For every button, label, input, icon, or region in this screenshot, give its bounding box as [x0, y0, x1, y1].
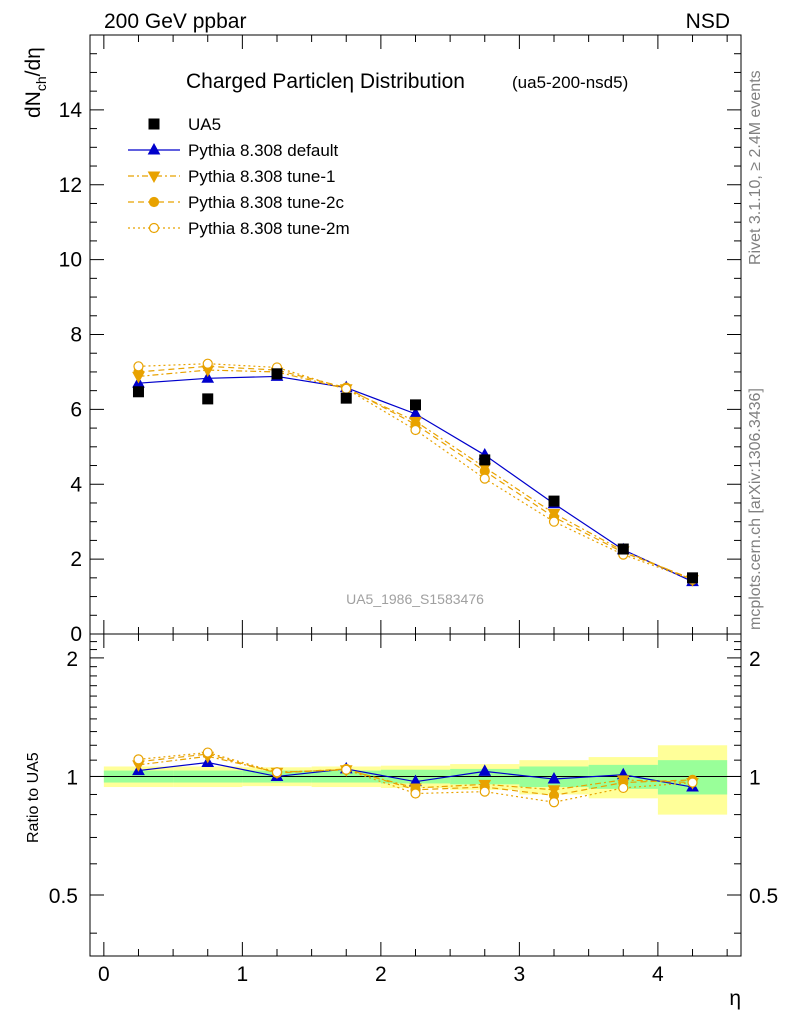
chart-title-tag: (ua5-200-nsd5) [512, 73, 628, 92]
legend-entry-label: Pythia 8.308 tune-2m [188, 219, 350, 238]
series-line-2 [138, 369, 693, 581]
series-point-4 [202, 358, 213, 369]
ratio-point-4 [618, 782, 629, 794]
main-y-tick-label: 2 [70, 548, 82, 571]
ratio-point-4 [202, 747, 213, 758]
ua5-data-point [202, 393, 214, 405]
legend: UA5 Pythia 8.308 default Pythia 8.308 tune… [128, 115, 350, 238]
main-axis-ticks: 0 2 4 6 8 10 12 14 [59, 35, 741, 646]
ua5-data-point [271, 368, 283, 380]
ratio-point-4 [133, 754, 144, 765]
x-tick-label: 3 [514, 963, 526, 986]
x-tick-label: 1 [237, 963, 249, 986]
ua5-data-point [617, 543, 629, 555]
ratio-y-tick-label-right: 1 [749, 766, 761, 789]
series-point-4 [133, 361, 144, 372]
main-y-tick-label: 4 [70, 473, 82, 496]
ua5-data-point [410, 399, 421, 411]
x-tick-label: 2 [375, 963, 387, 986]
x-axis-label: η [729, 987, 741, 1010]
ratio-line-4 [138, 751, 693, 803]
legend-entry-label: UA5 [188, 115, 221, 134]
legend-marker [147, 142, 161, 155]
legend-marker [148, 222, 160, 234]
main-y-tick-label: 8 [70, 324, 82, 347]
ratio-y-tick-label-right: 2 [749, 648, 761, 671]
series-point-4 [341, 383, 352, 394]
ratio-axis-ticks: 0.5 0.5 1 1 2 2 0 1 2 3 4 [49, 634, 778, 986]
ua5-data-point [479, 454, 491, 466]
ratio-y-tick-label: 0.5 [49, 885, 78, 908]
ratio-point-4 [479, 786, 490, 797]
ratio-y-tick-label-right: 0.5 [749, 885, 778, 908]
main-y-tick-label: 6 [70, 398, 82, 421]
main-y-tick-label: 0 [70, 623, 82, 646]
legend-marker-ua5 [148, 118, 160, 130]
ua5-data-point [687, 572, 699, 584]
main-panel: 0 2 4 6 8 10 12 14 Charged Particleη Distributi… [22, 34, 742, 646]
main-y-tick-label: 12 [59, 174, 82, 197]
chart-title: Charged Particleη Distribution [186, 70, 465, 93]
legend-entry-label: Pythia 8.308 tune-1 [188, 167, 335, 186]
x-tick-label: 0 [98, 963, 110, 986]
header-left: 200 GeV ppbar [104, 10, 246, 33]
series-line-4 [138, 363, 693, 581]
watermark: UA5_1986_S1583476 [346, 591, 484, 607]
main-y-tick-label: 10 [59, 249, 82, 272]
series-point-4 [410, 424, 421, 436]
side-rivet-label: Rivet 3.1.10, ≥ 2.4M events [747, 70, 764, 265]
ratio-point-4 [341, 764, 352, 775]
legend-marker [147, 171, 161, 184]
x-tick-label: 4 [652, 963, 664, 986]
ua5-data-point [548, 495, 560, 507]
header-right: NSD [686, 10, 730, 33]
legend-marker [148, 196, 160, 208]
series-line-3 [138, 365, 693, 580]
ratio-y-tick-label: 1 [66, 766, 78, 789]
ratio-point-4 [548, 797, 560, 808]
main-y-tick-label: 14 [59, 99, 83, 122]
ratio-panel: 0.5 0.5 1 1 2 2 0 1 2 3 4 Ratio to UA5 η [25, 633, 778, 1010]
series-point-4 [479, 473, 490, 484]
ratio-point-4 [271, 767, 283, 778]
ua5-data-point [132, 386, 144, 398]
ratio-point-1 [547, 771, 561, 784]
main-y-axis-label: dNch/dη [22, 47, 49, 118]
legend-entry-label: Pythia 8.308 default [188, 141, 339, 160]
ratio-point-4 [687, 777, 698, 788]
main-data-marks [132, 358, 699, 587]
ua5-data-point [340, 392, 352, 404]
ratio-frame [89, 633, 742, 957]
ratio-y-tick-label: 2 [66, 648, 78, 671]
legend-entry-label: Pythia 8.308 tune-2c [188, 193, 344, 212]
side-mcplots-label: mcplots.cern.ch [arXiv:1306.3436] [747, 388, 764, 630]
ratio-point-1 [478, 764, 492, 776]
series-point-4 [548, 516, 560, 527]
ratio-point-4 [410, 788, 421, 799]
ratio-data-marks [132, 747, 699, 808]
ratio-y-axis-label: Ratio to UA5 [25, 752, 42, 843]
series-point-1 [201, 371, 215, 383]
